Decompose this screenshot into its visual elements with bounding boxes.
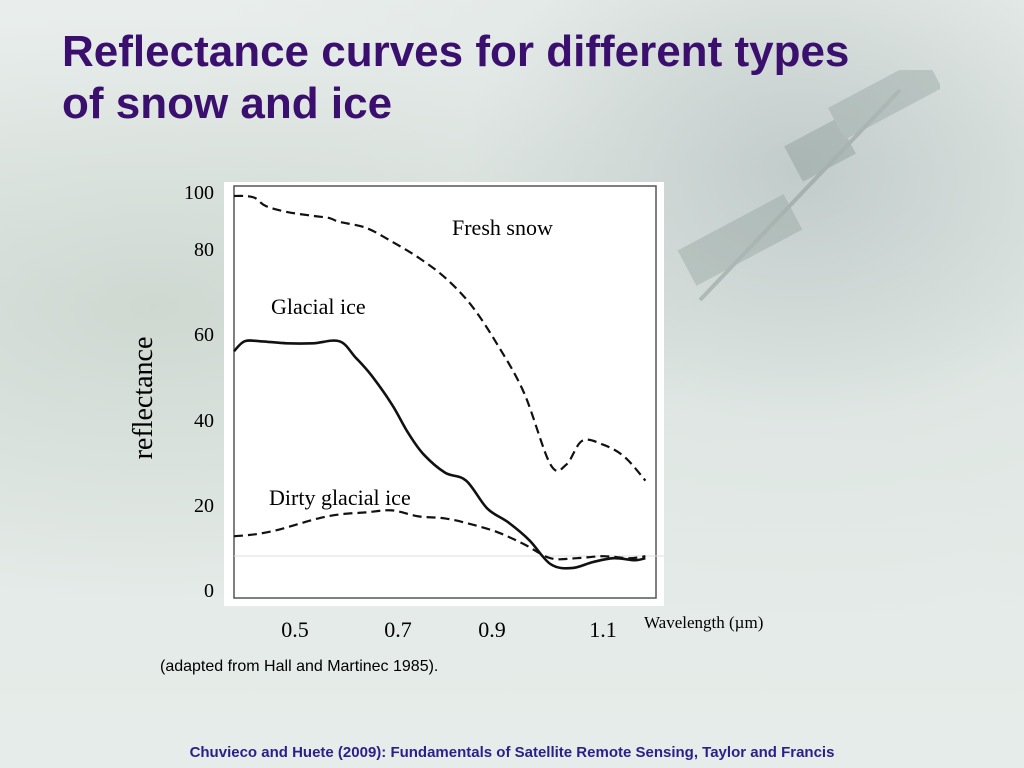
series-label-fresh-snow: Fresh snow bbox=[452, 215, 553, 240]
footer-citation: Chuvieco and Huete (2009): Fundamentals … bbox=[189, 744, 835, 761]
x-tick-label: 0.7 bbox=[384, 617, 412, 642]
y-tick-label: 40 bbox=[194, 410, 214, 432]
series-line-glacial-ice bbox=[233, 339, 646, 570]
series-line-dirty-glacial-ice bbox=[233, 509, 646, 561]
x-tick-label: 1.1 bbox=[589, 617, 617, 642]
series-label-dirty-glacial-ice: Dirty glacial ice bbox=[269, 485, 411, 510]
series-line-fresh-snow bbox=[233, 194, 647, 482]
x-tick-label: 0.9 bbox=[478, 617, 506, 642]
y-tick-label: 100 bbox=[184, 182, 214, 204]
y-tick-label: 80 bbox=[194, 239, 214, 261]
chart-panel bbox=[224, 182, 664, 606]
x-axis-label: Wavelength (µm) bbox=[644, 613, 764, 632]
plot-frame bbox=[233, 185, 657, 599]
y-tick-label: 60 bbox=[194, 324, 214, 346]
source-note: (adapted from Hall and Martinec 1985). bbox=[160, 658, 439, 675]
satellite-watermark-icon bbox=[677, 70, 940, 302]
y-tick-label: 0 bbox=[204, 580, 214, 602]
y-tick-label: 20 bbox=[194, 495, 214, 517]
x-tick-label: 0.5 bbox=[281, 617, 309, 642]
series-label-glacial-ice: Glacial ice bbox=[271, 294, 366, 319]
y-axis-label: reflectance bbox=[128, 336, 159, 460]
slide-title: Reflectance curves for different types o… bbox=[62, 27, 850, 128]
reflectance-chart bbox=[233, 185, 664, 599]
